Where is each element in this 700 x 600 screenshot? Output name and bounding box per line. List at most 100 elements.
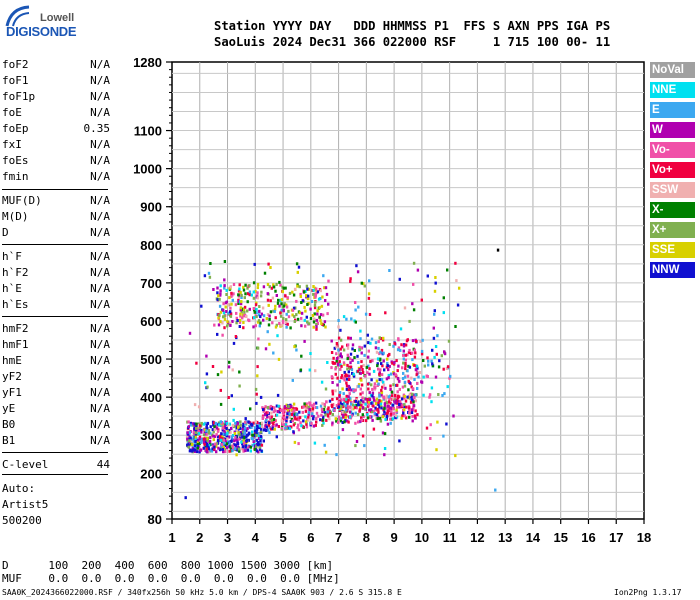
data-point <box>259 395 263 399</box>
data-point <box>396 390 399 394</box>
data-point <box>423 364 426 368</box>
data-point <box>310 300 314 303</box>
data-point <box>302 419 305 423</box>
data-point <box>208 444 211 448</box>
data-point <box>345 394 348 398</box>
data-point <box>215 433 218 437</box>
data-point <box>225 310 228 313</box>
data-point <box>209 262 212 265</box>
data-point <box>337 436 341 440</box>
data-point <box>436 334 439 338</box>
data-point <box>335 419 338 423</box>
data-point <box>391 407 395 411</box>
data-point <box>312 285 315 288</box>
data-point <box>233 439 236 443</box>
data-point <box>339 354 342 358</box>
data-point <box>351 412 354 416</box>
data-point <box>281 305 284 309</box>
data-point <box>252 281 256 285</box>
data-point <box>403 306 407 310</box>
data-point <box>372 427 376 431</box>
data-point <box>309 352 312 355</box>
param-label: h`F2 <box>2 266 29 279</box>
data-point <box>298 285 301 289</box>
data-point <box>404 399 408 403</box>
data-point <box>378 336 381 340</box>
data-point <box>257 337 260 341</box>
data-point <box>357 400 360 404</box>
data-point <box>454 454 457 458</box>
data-point <box>401 377 405 380</box>
data-point <box>242 314 246 318</box>
data-point <box>278 304 281 308</box>
data-point <box>397 364 400 368</box>
data-point <box>367 355 370 359</box>
data-point <box>200 428 203 432</box>
param-value: N/A <box>90 338 110 351</box>
data-point <box>331 389 334 393</box>
data-point <box>304 415 307 419</box>
data-point <box>308 401 311 405</box>
data-point <box>392 344 395 348</box>
data-point <box>442 434 445 438</box>
data-point <box>206 442 209 446</box>
data-point <box>391 361 394 365</box>
data-point <box>269 266 272 269</box>
data-point <box>257 313 260 317</box>
data-point <box>295 262 299 266</box>
data-point <box>378 405 381 409</box>
param-row: h`Es N/A <box>2 297 110 312</box>
data-point <box>225 442 228 446</box>
param-label: foEs <box>2 154 29 167</box>
data-point <box>340 376 343 380</box>
data-point <box>291 290 294 294</box>
data-point <box>299 292 302 296</box>
data-point <box>432 336 436 340</box>
data-point <box>279 311 282 315</box>
data-point <box>288 427 292 431</box>
data-point <box>377 340 380 344</box>
data-point <box>275 435 278 439</box>
data-point <box>331 392 335 396</box>
data-point <box>406 369 409 373</box>
data-point <box>307 294 310 298</box>
data-point <box>306 287 309 291</box>
data-point <box>325 292 329 296</box>
data-point <box>328 417 331 421</box>
data-point <box>327 406 330 410</box>
data-point <box>244 283 247 287</box>
data-point <box>314 300 317 304</box>
data-point <box>337 400 340 404</box>
data-point <box>361 371 365 374</box>
data-point <box>369 341 372 345</box>
data-point <box>401 366 404 370</box>
data-point <box>267 323 271 327</box>
data-point <box>326 312 329 316</box>
data-point <box>403 408 406 412</box>
param-label: h`E <box>2 282 22 295</box>
data-point <box>230 394 233 398</box>
data-point <box>267 428 270 432</box>
data-point <box>197 405 201 409</box>
param-value: N/A <box>90 418 110 431</box>
data-point <box>262 409 265 413</box>
data-point <box>344 373 348 377</box>
legend-item: SSW <box>650 182 695 198</box>
param-row: B1 N/A <box>2 433 110 448</box>
data-point <box>257 450 260 454</box>
data-point <box>246 427 249 431</box>
data-point <box>218 297 221 301</box>
data-point <box>367 296 371 300</box>
data-point <box>194 435 197 439</box>
data-point <box>285 321 288 325</box>
data-point <box>337 421 340 424</box>
data-point <box>280 419 284 423</box>
data-point <box>251 423 254 427</box>
data-point <box>234 443 237 447</box>
data-point <box>322 421 325 425</box>
data-point <box>330 339 333 343</box>
clevel-value: 44 <box>96 458 110 471</box>
data-point <box>338 379 342 383</box>
data-point <box>328 399 332 403</box>
data-point <box>230 435 234 439</box>
